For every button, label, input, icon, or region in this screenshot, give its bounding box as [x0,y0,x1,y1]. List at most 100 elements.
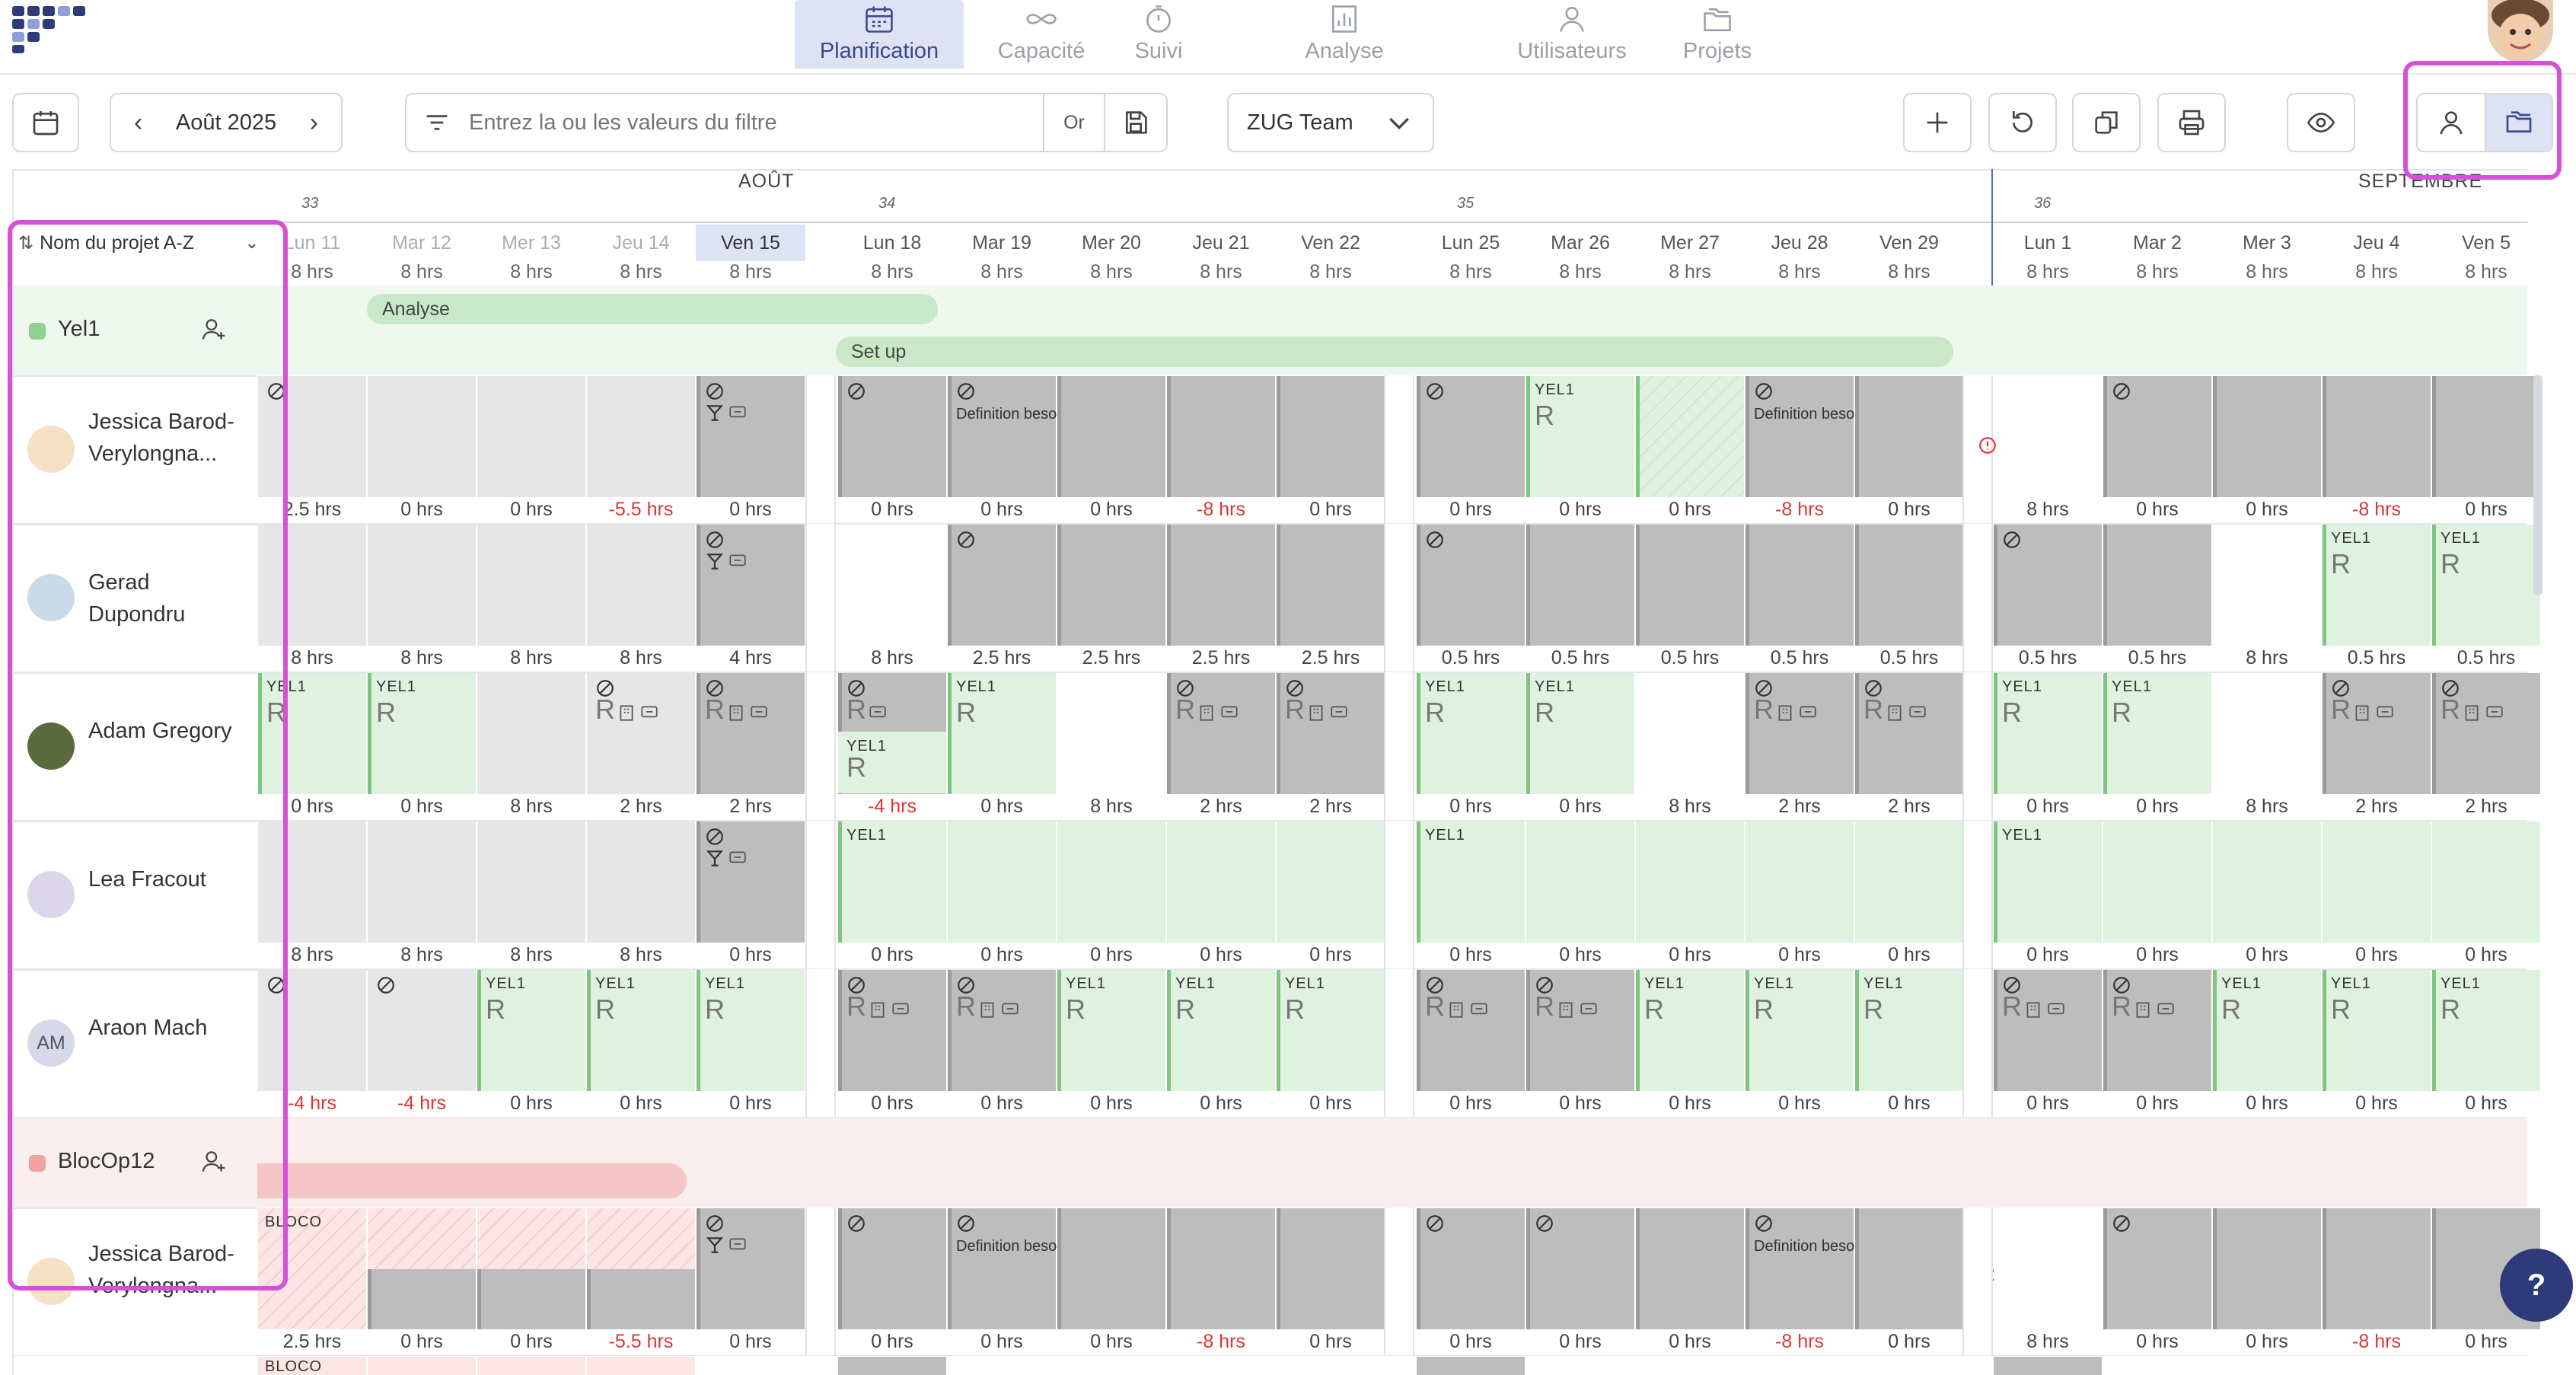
day-cell[interactable] [1417,821,1525,943]
day-cell[interactable] [2103,673,2211,794]
day-header[interactable]: Ven 29 [1879,231,1939,254]
bloco-cell[interactable] [258,1208,366,1329]
save-filter-button[interactable] [1104,94,1166,151]
day-cell[interactable] [697,821,805,943]
day-cell[interactable] [1057,821,1165,943]
day-cell[interactable] [2323,376,2431,497]
day-cell[interactable] [368,673,476,794]
day-header[interactable]: Mar 19 [972,231,1031,254]
day-cell[interactable] [697,376,805,497]
day-cell[interactable] [1057,970,1165,1091]
day-cell[interactable] [838,525,946,646]
day-cell[interactable] [1417,1357,1525,1375]
day-header[interactable]: Lun 18 [862,231,922,254]
day-cell[interactable] [2432,525,2540,646]
day-cell[interactable] [948,1208,1056,1329]
day-cell[interactable] [1417,1208,1525,1329]
day-header[interactable]: Mer 13 [502,231,561,254]
day-cell[interactable] [1057,673,1165,794]
day-cell[interactable] [1745,821,1854,943]
day-cell[interactable] [1526,1208,1634,1329]
add-button[interactable] [1903,93,1972,152]
day-cell[interactable] [2432,970,2540,1091]
day-cell[interactable] [1855,673,1963,794]
day-header[interactable]: Mer 3 [2243,231,2291,254]
day-cell[interactable] [1167,1208,1275,1329]
day-cell[interactable] [838,1208,946,1329]
day-cell[interactable] [2432,673,2540,794]
day-header[interactable]: Jeu 14 [612,231,670,254]
nav-planification[interactable]: Planification [795,0,964,69]
day-cell[interactable] [1277,376,1385,497]
day-cell[interactable] [2103,525,2211,646]
user-view-button[interactable] [2418,94,2485,151]
day-cell[interactable] [1855,376,1963,497]
nav-suivi[interactable]: Suivi [1121,0,1197,69]
day-cell[interactable] [1636,970,1744,1091]
day-cell[interactable] [838,970,946,1091]
filter-input[interactable] [469,110,1047,136]
day-cell[interactable] [368,525,476,646]
project-name[interactable]: BlocOp12 [58,1149,155,1173]
print-button[interactable] [2157,93,2226,152]
day-cell[interactable] [2323,1208,2431,1329]
day-cell[interactable] [258,970,366,1091]
day-cell[interactable] [2213,673,2321,794]
day-cell[interactable] [258,821,366,943]
day-cell[interactable] [1994,376,2102,497]
day-cell[interactable] [477,1357,585,1375]
day-header[interactable]: Mer 27 [1660,231,1720,254]
day-cell[interactable] [838,376,946,497]
phase-bar-setup[interactable] [836,337,1953,367]
day-header[interactable]: Ven 15 [696,225,805,261]
day-cell[interactable] [258,673,366,794]
day-cell[interactable] [2213,970,2321,1091]
day-cell[interactable] [2213,525,2321,646]
day-cell[interactable] [1167,821,1275,943]
day-header[interactable]: Jeu 4 [2353,231,2400,254]
day-cell[interactable] [1855,970,1963,1091]
member-name[interactable]: Gerad Dupondru [88,570,186,627]
day-cell[interactable] [1636,376,1744,497]
day-cell[interactable] [948,821,1056,943]
day-cell[interactable] [1994,673,2102,794]
day-cell[interactable] [1057,1208,1165,1329]
day-cell[interactable] [587,525,695,646]
day-header[interactable]: Lun 1 [2023,231,2072,254]
day-cell[interactable] [1526,673,1634,794]
assign-user-icon[interactable] [199,1147,228,1176]
member-name[interactable]: Adam Gregory [88,719,232,743]
project-view-button[interactable] [2485,94,2552,151]
refresh-button[interactable] [1988,93,2057,152]
day-header[interactable]: Jeu 21 [1192,231,1250,254]
day-header[interactable]: Lun 25 [1441,231,1500,254]
phase-bar-blocop[interactable] [257,1163,687,1198]
duplicate-button[interactable] [2072,93,2141,152]
day-cell[interactable] [1636,1208,1744,1329]
bloco-cell[interactable] [477,1208,585,1269]
day-cell[interactable] [368,970,476,1091]
nav-projets[interactable]: Projets [1650,0,1784,69]
member-name[interactable]: Lea Fracout [88,867,206,892]
day-cell[interactable] [1057,376,1165,497]
day-cell[interactable] [2323,525,2431,646]
day-cell[interactable] [587,376,695,497]
day-cell[interactable] [948,376,1056,497]
day-cell[interactable] [368,376,476,497]
bloco-cell[interactable] [368,1208,476,1269]
day-cell[interactable] [1526,525,1634,646]
day-cell[interactable] [477,970,585,1091]
nav-capacit[interactable]: Capacité [965,0,1117,69]
day-cell[interactable] [1636,673,1744,794]
day-cell[interactable] [948,970,1056,1091]
day-cell[interactable] [2103,376,2211,497]
day-cell[interactable] [1277,525,1385,646]
member-name[interactable]: Araon Mach [88,1016,208,1040]
day-cell[interactable] [1745,673,1854,794]
day-cell[interactable] [477,821,585,943]
day-cell[interactable] [2213,1208,2321,1329]
day-cell[interactable] [1526,821,1634,943]
day-cell[interactable] [697,673,805,794]
visibility-button[interactable] [2287,93,2355,152]
day-cell[interactable] [1277,821,1385,943]
